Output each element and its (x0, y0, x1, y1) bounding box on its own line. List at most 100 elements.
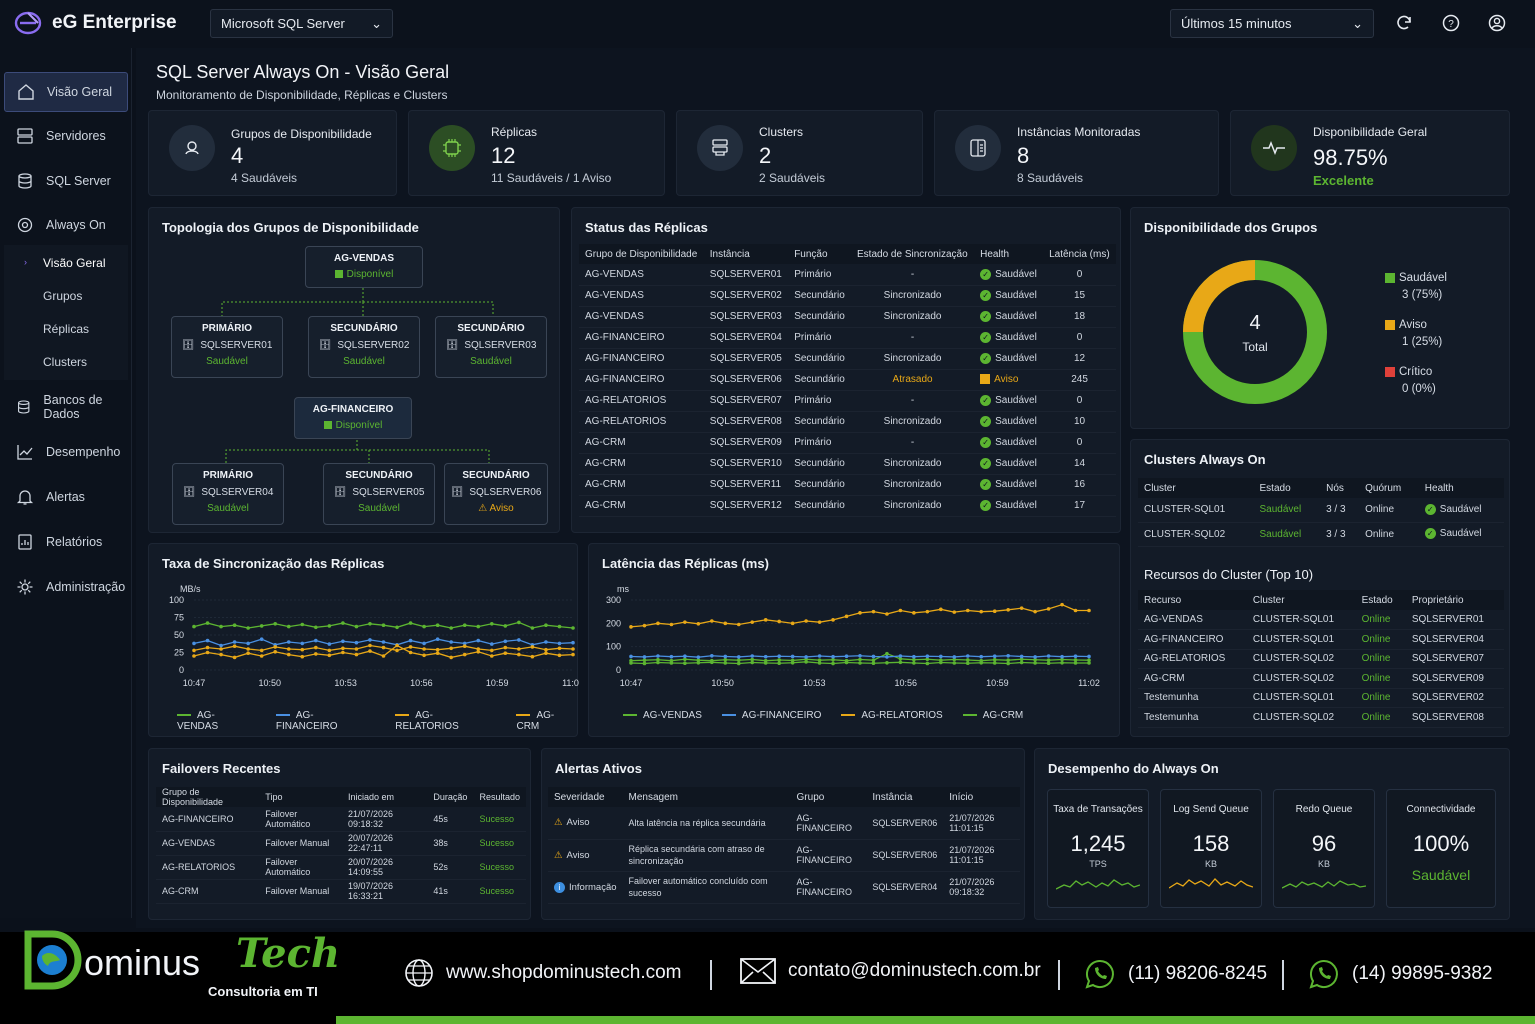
column-header[interactable]: Grupo de Disponibilidade (156, 787, 260, 807)
table-row[interactable]: AG-RELATORIOS SQLSERVER08 Secundário Sin… (579, 411, 1116, 433)
sidebar-item-administracao[interactable]: Administração (4, 567, 128, 607)
table-row[interactable]: i Informação Failover automático concluíd… (548, 871, 1020, 904)
table-row[interactable]: ⚠ Aviso Réplica secundária com atraso de … (548, 839, 1020, 872)
column-header[interactable]: Instância (866, 787, 944, 807)
table-row[interactable]: AG-RELATORIOS SQLSERVER07 Primário - ✓ Sa… (579, 390, 1116, 412)
replica-node[interactable]: SECUNDÁRIO 🗄 SQLSERVER03 Saudável (435, 316, 547, 378)
submenu-grupos[interactable]: Grupos (43, 289, 83, 303)
sidebar-item-desempenho[interactable]: Desempenho (4, 432, 128, 472)
footer-email[interactable]: contato@dominustech.com.br (740, 958, 1041, 984)
column-header[interactable]: Mensagem (622, 787, 791, 807)
table-row[interactable]: Testemunha CLUSTER-SQL02 Online SQLSERVE… (1138, 707, 1504, 728)
column-header[interactable]: Função (788, 244, 852, 264)
perf-card-redo-queue[interactable]: Redo Queue 96 KB (1273, 789, 1375, 908)
ag-node[interactable]: AG-FINANCEIRO Disponível (294, 397, 412, 439)
column-header[interactable]: Proprietário (1405, 590, 1504, 610)
column-header[interactable]: Estado (1355, 590, 1406, 610)
table-row[interactable]: AG-FINANCEIRO SQLSERVER04 Primário - ✓ Sa… (579, 327, 1116, 349)
legend-item[interactable]: AG-VENDAS (623, 710, 702, 721)
column-header[interactable]: Health (1418, 478, 1504, 498)
table-row[interactable]: AG-CRM SQLSERVER11 Secundário Sincroniza… (579, 474, 1116, 496)
column-header[interactable]: Grupo de Disponibilidade (579, 244, 704, 264)
replica-node[interactable]: SECUNDÁRIO 🗄 SQLSERVER06 ⚠ Aviso (444, 463, 548, 525)
footer-website[interactable]: www.shopdominustech.com (404, 958, 682, 988)
sidebar-item-always-on[interactable]: Always On (4, 205, 128, 245)
perf-card-transacoes[interactable]: Taxa de Transações 1,245 TPS (1047, 789, 1149, 908)
column-header[interactable]: Cluster (1246, 590, 1356, 610)
submenu-clusters[interactable]: Clusters (43, 355, 88, 369)
kpi-clusters[interactable]: Clusters 2 2 Saudáveis (676, 110, 923, 196)
kpi-disponibilidade[interactable]: Disponibilidade Geral 98.75% Excelente (1230, 110, 1510, 196)
column-header[interactable]: Instância (703, 244, 789, 264)
table-row[interactable]: AG-VENDAS SQLSERVER03 Secundário Sincron… (579, 306, 1116, 328)
column-header[interactable]: Cluster (1138, 478, 1254, 498)
footer-phone-1[interactable]: (11) 98206-8245 (1084, 958, 1267, 990)
kpi-replicas[interactable]: Réplicas 12 11 Saudáveis / 1 Aviso (408, 110, 665, 196)
sidebar-item-alertas[interactable]: Alertas (4, 477, 128, 517)
column-header[interactable]: Tipo (259, 787, 343, 807)
kpi-instancias[interactable]: Instâncias Monitoradas 8 8 Saudáveis (934, 110, 1219, 196)
table-row[interactable]: AG-FINANCEIRO SQLSERVER06 Secundário Atr… (579, 369, 1116, 391)
table-row[interactable]: CLUSTER-SQL02 Saudável 3 / 3 Online ✓ Sau… (1138, 522, 1504, 547)
perf-card-log-send[interactable]: Log Send Queue 158 KB (1160, 789, 1262, 908)
sidebar-item-visao-geral[interactable]: Visão Geral (4, 72, 128, 112)
table-row[interactable]: ⚠ Aviso Alta latência na réplica secundár… (548, 807, 1020, 840)
replica-node[interactable]: SECUNDÁRIO 🗄 SQLSERVER02 Saudável (308, 316, 420, 378)
column-header[interactable]: Iniciado em (342, 787, 428, 807)
legend-item[interactable]: AG-RELATORIOS (841, 710, 943, 721)
legend-item[interactable]: AG-FINANCEIRO (275, 710, 375, 732)
table-row[interactable]: AG-FINANCEIRO CLUSTER-SQL01 Online SQLSE… (1138, 629, 1504, 650)
table-row[interactable]: AG-RELATORIOS Failover Automático 20/07/… (156, 855, 526, 880)
perf-card-connectividade[interactable]: Connectividade 100% Saudável (1386, 789, 1496, 908)
sidebar-item-sql-server[interactable]: SQL Server (4, 161, 128, 201)
legend-item[interactable]: AG-CRM (516, 710, 577, 732)
table-row[interactable]: AG-VENDAS SQLSERVER01 Primário - ✓ Saudáv… (579, 264, 1116, 286)
user-avatar-icon[interactable] (1486, 12, 1508, 34)
footer-phone-2[interactable]: (14) 99895-9382 (1308, 958, 1493, 990)
ag-node[interactable]: AG-VENDAS Disponível (305, 246, 423, 288)
column-header[interactable]: Nós (1320, 478, 1360, 498)
table-row[interactable]: AG-CRM SQLSERVER10 Secundário Sincroniza… (579, 453, 1116, 475)
table-row[interactable]: AG-FINANCEIRO Failover Automático 21/07/… (156, 807, 526, 832)
table-row[interactable]: AG-VENDAS SQLSERVER02 Secundário Sincron… (579, 285, 1116, 307)
column-header[interactable]: Resultado (473, 787, 526, 807)
legend-item[interactable]: AG-VENDAS (177, 710, 256, 732)
legend-item[interactable]: AG-RELATORIOS (395, 710, 496, 732)
app-logo[interactable]: eG Enterprise (14, 10, 177, 36)
help-icon[interactable]: ? (1440, 12, 1462, 34)
table-row[interactable]: AG-CRM SQLSERVER09 Primário - ✓ Saudável … (579, 432, 1116, 454)
column-header[interactable]: Estado (1253, 478, 1321, 498)
table-row[interactable]: AG-CRM CLUSTER-SQL02 Online SQLSERVER09 (1138, 668, 1504, 689)
replica-node[interactable]: PRIMÁRIO 🗄 SQLSERVER04 Saudável (172, 463, 284, 525)
table-row[interactable]: AG-FINANCEIRO SQLSERVER05 Secundário Sin… (579, 348, 1116, 370)
column-header[interactable]: Estado de Sincronização (851, 244, 975, 264)
table-row[interactable]: CLUSTER-SQL01 Saudável 3 / 3 Online ✓ Sau… (1138, 498, 1504, 523)
legend-item[interactable]: AG-FINANCEIRO (721, 710, 821, 721)
column-header[interactable]: Início (943, 787, 1020, 807)
server-select[interactable]: Microsoft SQL Server ⌄ (210, 9, 393, 38)
replica-node[interactable]: SECUNDÁRIO 🗄 SQLSERVER05 Saudável (323, 463, 435, 525)
column-header[interactable]: Quórum (1359, 478, 1419, 498)
column-header[interactable]: Grupo (790, 787, 867, 807)
table-row[interactable]: AG-CRM Failover Manual 19/07/2026 16:33:… (156, 879, 526, 904)
kpi-grupos[interactable]: Grupos de Disponibilidade 4 4 Saudáveis (148, 110, 397, 196)
sidebar-item-bancos-de-dados[interactable]: Bancos de Dados (4, 387, 128, 427)
refresh-icon[interactable] (1393, 12, 1415, 34)
time-range-select[interactable]: Últimos 15 minutos ⌄ (1170, 9, 1374, 38)
sidebar-item-relatorios[interactable]: Relatórios (4, 522, 128, 562)
sidebar-item-servidores[interactable]: Servidores (4, 116, 128, 156)
submenu-visao-geral[interactable]: Visão Geral (43, 256, 106, 270)
replica-node[interactable]: PRIMÁRIO 🗄 SQLSERVER01 Saudável (171, 316, 283, 378)
table-row[interactable]: AG-VENDAS Failover Manual 20/07/2026 22:… (156, 831, 526, 856)
table-row[interactable]: AG-VENDAS CLUSTER-SQL01 Online SQLSERVER… (1138, 610, 1504, 630)
column-header[interactable]: Recurso (1138, 590, 1247, 610)
column-header[interactable]: Health (974, 244, 1044, 264)
legend-item[interactable]: AG-CRM (962, 710, 1023, 721)
column-header[interactable]: Duração (427, 787, 474, 807)
column-header[interactable]: Latência (ms) (1043, 244, 1116, 264)
table-row[interactable]: Testemunha CLUSTER-SQL01 Online SQLSERVE… (1138, 688, 1504, 708)
submenu-replicas[interactable]: Réplicas (43, 322, 90, 336)
table-row[interactable]: AG-RELATORIOS CLUSTER-SQL02 Online SQLSE… (1138, 649, 1504, 669)
column-header[interactable]: Severidade (548, 787, 623, 807)
table-row[interactable]: AG-CRM SQLSERVER12 Secundário Sincroniza… (579, 495, 1116, 517)
